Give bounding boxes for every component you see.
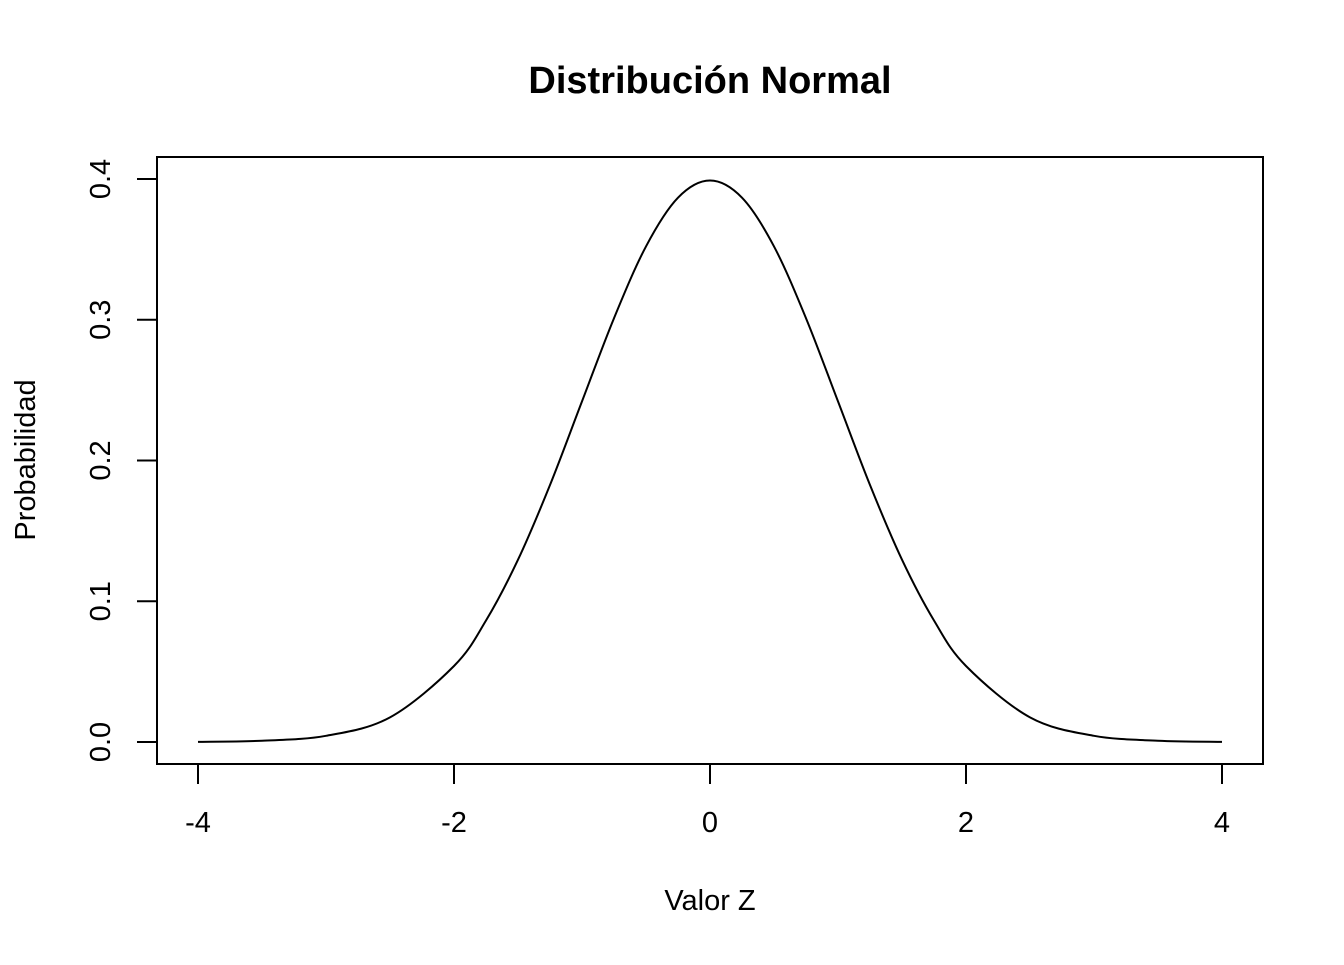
y-tick-label: 0.0: [85, 722, 117, 762]
x-axis-label: Valor Z: [664, 885, 755, 917]
y-axis: 0.0 0.1 0.2 0.3 0.4: [85, 159, 158, 762]
x-tick-label: 2: [958, 807, 974, 839]
x-tick-label: 0: [702, 807, 718, 839]
x-tick-label: -4: [185, 807, 211, 839]
chart-title: Distribución Normal: [528, 60, 891, 102]
y-axis-label: Probabilidad: [10, 379, 42, 540]
x-axis: -4 -2 0 2 4: [185, 763, 1230, 839]
x-tick-label: -2: [441, 807, 467, 839]
y-tick-label: 0.2: [85, 440, 117, 480]
series-line-0: [197, 179, 1223, 743]
y-tick-label: 0.3: [85, 300, 117, 340]
x-tick-label: 4: [1214, 807, 1230, 839]
series-layer: [197, 179, 1223, 743]
y-tick-label: 0.1: [85, 581, 117, 621]
plot-frame: [156, 156, 1264, 765]
y-tick-label: 0.4: [85, 159, 117, 199]
